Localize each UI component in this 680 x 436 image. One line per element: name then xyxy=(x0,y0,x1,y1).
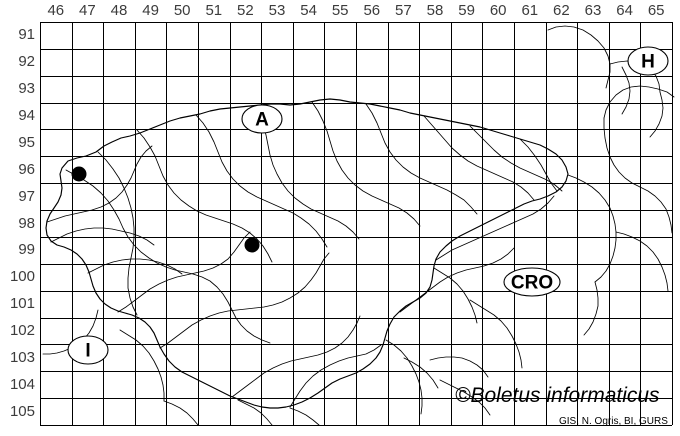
x-axis-tick-54: 54 xyxy=(300,2,317,19)
y-axis-tick-94: 94 xyxy=(18,107,35,125)
y-axis-tick-100: 100 xyxy=(9,268,35,286)
x-axis-tick-63: 63 xyxy=(584,2,602,19)
country-marker-austria xyxy=(241,104,283,134)
coordinate-grid xyxy=(39,21,674,427)
country-code-austria: A xyxy=(255,110,269,131)
occurrence-points xyxy=(71,166,260,253)
country-marker-italy xyxy=(67,335,109,365)
x-axis-tick-61: 61 xyxy=(521,2,539,19)
x-axis-tick-62: 62 xyxy=(553,2,570,19)
y-axis-tick-95: 95 xyxy=(18,133,35,151)
y-axis-tick-92: 92 xyxy=(18,53,35,71)
y-axis-tick-105: 105 xyxy=(9,402,35,420)
x-axis-tick-60: 60 xyxy=(489,2,507,19)
x-axis-tick-48: 48 xyxy=(110,2,128,19)
y-axis-tick-102: 102 xyxy=(9,322,35,339)
y-axis-tick-96: 96 xyxy=(18,160,35,178)
x-axis-tick-55: 55 xyxy=(331,2,349,19)
data-source-credit: GIS, N. Ogris, BI, GURS xyxy=(559,416,668,427)
country-marker-hungary xyxy=(627,46,669,76)
country-code-croatia: CRO xyxy=(511,273,553,294)
y-axis-tick-104: 104 xyxy=(9,375,35,393)
x-axis-tick-49: 49 xyxy=(142,2,159,19)
y-axis-tick-101: 101 xyxy=(9,295,35,313)
y-axis-tick-91: 91 xyxy=(18,26,35,44)
x-axis-tick-64: 64 xyxy=(616,2,633,19)
country-labels: A H CRO I xyxy=(67,46,669,365)
copyright-label: ©Boletus informaticus xyxy=(455,384,660,407)
y-axis-tick-98: 98 xyxy=(18,214,35,232)
country-code-hungary: H xyxy=(641,52,655,73)
y-axis-tick-99: 99 xyxy=(18,241,35,259)
x-axis-tick-65: 65 xyxy=(647,2,665,19)
x-axis-tick-52: 52 xyxy=(237,2,254,19)
y-axis-tick-93: 93 xyxy=(18,80,35,98)
x-axis-tick-53: 53 xyxy=(268,2,286,19)
map-outlines xyxy=(42,25,675,426)
x-axis-tick-57: 57 xyxy=(395,2,412,19)
record-point-2 xyxy=(244,237,260,253)
x-axis-tick-47: 47 xyxy=(79,2,96,19)
x-axis-tick-50: 50 xyxy=(173,2,191,19)
country-code-italy: I xyxy=(85,341,90,362)
x-axis-tick-58: 58 xyxy=(426,2,444,19)
y-axis-tick-103: 103 xyxy=(9,348,35,366)
x-axis-tick-51: 51 xyxy=(205,2,223,19)
x-axis-tick-56: 56 xyxy=(363,2,381,19)
record-point-1 xyxy=(71,166,87,182)
x-axis-tick-46: 46 xyxy=(47,2,65,19)
x-axis-tick-59: 59 xyxy=(458,2,475,19)
country-marker-croatia xyxy=(503,267,561,297)
y-axis-tick-97: 97 xyxy=(18,187,35,205)
